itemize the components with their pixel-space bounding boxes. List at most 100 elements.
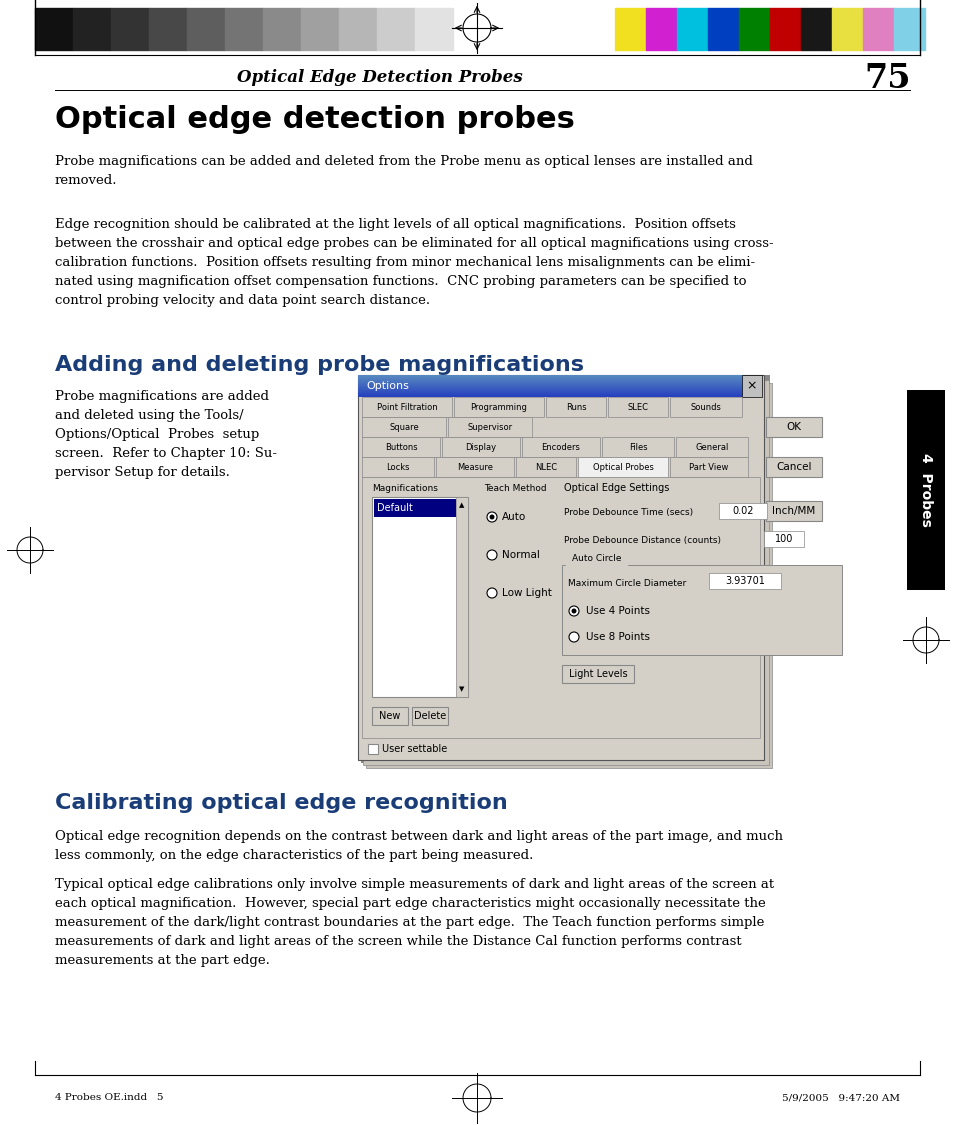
Bar — [765, 501, 821, 521]
Bar — [436, 457, 514, 477]
Text: Low Light: Low Light — [501, 588, 551, 598]
Bar — [454, 397, 543, 417]
Bar — [741, 375, 761, 397]
Bar — [357, 381, 743, 382]
Bar — [338, 8, 376, 50]
Circle shape — [568, 632, 578, 642]
Text: Inch/MM: Inch/MM — [772, 506, 815, 516]
Text: New: New — [379, 711, 400, 721]
Bar — [607, 397, 667, 417]
Bar — [372, 706, 408, 724]
Bar — [763, 531, 803, 547]
Text: Point Filtration: Point Filtration — [376, 403, 436, 412]
Circle shape — [486, 588, 497, 598]
Text: Typical optical edge calibrations only involve simple measurements of dark and l: Typical optical edge calibrations only i… — [55, 878, 773, 968]
Text: Default: Default — [376, 503, 413, 513]
Bar — [357, 380, 743, 382]
Bar — [415, 8, 453, 50]
Bar — [677, 8, 707, 50]
Text: Measure: Measure — [456, 462, 493, 471]
Bar — [561, 665, 634, 683]
Bar — [357, 377, 743, 378]
Bar — [368, 744, 377, 754]
Text: 4  Probes: 4 Probes — [918, 453, 932, 526]
Bar — [561, 565, 841, 655]
Text: Programming: Programming — [470, 403, 527, 412]
Text: Cancel: Cancel — [776, 462, 811, 472]
Bar — [361, 397, 452, 417]
Bar — [357, 380, 743, 381]
Bar — [601, 436, 673, 457]
Bar — [357, 395, 743, 396]
Text: 0.02: 0.02 — [732, 506, 753, 516]
Text: Auto Circle: Auto Circle — [572, 554, 620, 562]
Text: Light Levels: Light Levels — [568, 669, 627, 680]
Bar — [739, 8, 769, 50]
Circle shape — [489, 514, 494, 520]
Bar — [263, 8, 301, 50]
Bar — [225, 8, 263, 50]
Bar — [357, 388, 743, 389]
Bar — [357, 394, 743, 395]
Bar — [374, 500, 456, 518]
Bar — [456, 497, 468, 698]
Bar — [357, 387, 743, 388]
Text: Edge recognition should be calibrated at the light levels of all optical magnifi: Edge recognition should be calibrated at… — [55, 218, 773, 307]
Text: Options: Options — [366, 381, 409, 391]
Text: Files: Files — [628, 442, 647, 451]
Bar — [357, 384, 743, 385]
Bar — [448, 417, 532, 436]
Bar — [361, 477, 760, 738]
Text: Optical edge detection probes: Optical edge detection probes — [55, 105, 575, 134]
Bar — [862, 8, 893, 50]
Text: Normal: Normal — [501, 550, 539, 560]
Bar — [357, 393, 743, 394]
Bar — [149, 8, 187, 50]
Text: Optical Edge Settings: Optical Edge Settings — [563, 483, 669, 493]
Text: Encoders: Encoders — [541, 442, 579, 451]
Text: Display: Display — [465, 442, 497, 451]
Circle shape — [486, 550, 497, 560]
Bar — [357, 382, 743, 384]
Text: Probe Debounce Time (secs): Probe Debounce Time (secs) — [563, 508, 693, 518]
Circle shape — [568, 606, 578, 616]
Bar — [676, 436, 747, 457]
Bar — [372, 497, 468, 698]
Text: Square: Square — [389, 423, 418, 432]
Bar — [615, 8, 645, 50]
Text: Runs: Runs — [565, 403, 586, 412]
Bar — [73, 8, 111, 50]
Bar — [708, 573, 781, 590]
Bar — [669, 457, 747, 477]
Bar — [669, 397, 741, 417]
Bar — [707, 8, 739, 50]
Bar — [357, 396, 743, 397]
Bar — [357, 375, 743, 376]
Text: Calibrating optical edge recognition: Calibrating optical edge recognition — [55, 793, 507, 813]
Text: Buttons: Buttons — [384, 442, 416, 451]
Bar — [357, 376, 743, 377]
Text: Optical Probes: Optical Probes — [592, 462, 653, 471]
Bar — [376, 8, 415, 50]
Text: ×: × — [746, 379, 757, 393]
Text: Delete: Delete — [414, 711, 446, 721]
Bar — [111, 8, 149, 50]
Bar — [357, 390, 743, 392]
Bar — [719, 503, 766, 519]
Bar — [765, 417, 821, 436]
Text: Teach Method: Teach Method — [483, 484, 546, 493]
Text: ▲: ▲ — [458, 502, 464, 508]
Bar — [545, 397, 605, 417]
Text: 5/9/2005   9:47:20 AM: 5/9/2005 9:47:20 AM — [781, 1094, 899, 1102]
Bar — [801, 8, 831, 50]
Bar — [357, 378, 743, 379]
Text: NLEC: NLEC — [535, 462, 557, 471]
Bar — [360, 375, 769, 763]
Bar — [361, 417, 446, 436]
Bar — [906, 390, 944, 590]
Text: Optical edge recognition depends on the contrast between dark and light areas of: Optical edge recognition depends on the … — [55, 830, 782, 862]
Text: User settable: User settable — [381, 744, 447, 754]
Bar — [516, 457, 576, 477]
Bar — [187, 8, 225, 50]
Text: ▼: ▼ — [458, 686, 464, 692]
